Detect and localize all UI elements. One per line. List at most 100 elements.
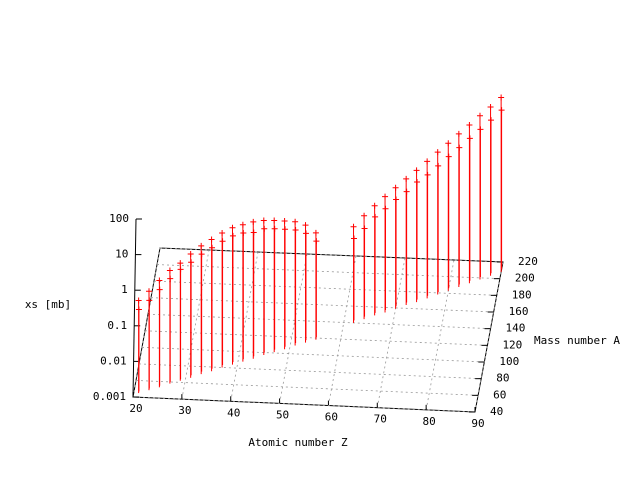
x-tick-label: 20: [129, 402, 142, 415]
x-axis-label: Atomic number Z: [248, 436, 348, 449]
point-marker: [371, 202, 378, 209]
point-marker: [466, 121, 473, 128]
point-marker: [302, 230, 309, 237]
y-tick-label: 60: [493, 388, 506, 401]
point-marker: [271, 217, 278, 224]
point-marker: [198, 242, 205, 249]
point-marker: [219, 238, 226, 245]
y-tick-label: 80: [496, 372, 509, 385]
point-marker: [198, 251, 205, 258]
point-marker: [209, 244, 216, 251]
y-tick-label: 40: [490, 405, 503, 418]
x-tick-label: 30: [178, 404, 191, 417]
z-tick-label: 0.001: [93, 390, 126, 403]
grid-line: [156, 264, 500, 280]
point-marker: [302, 222, 309, 229]
x-tick-label: 50: [276, 408, 289, 421]
grid-line: [328, 255, 357, 406]
point-marker: [350, 223, 357, 230]
point-marker: [413, 167, 420, 174]
point-marker: [424, 158, 431, 165]
z-tick-label: 0.1: [107, 319, 127, 332]
grid-line: [147, 313, 491, 330]
point-marker: [156, 277, 163, 284]
point-marker: [281, 218, 288, 225]
point-marker: [382, 205, 389, 212]
grid-line: [150, 297, 494, 313]
point-marker: [403, 188, 410, 195]
point-marker: [156, 286, 163, 293]
point-marker: [260, 217, 267, 224]
y-tick-label: 200: [515, 272, 535, 285]
grid-line: [376, 257, 406, 408]
grid-line: [138, 363, 482, 380]
grid-line: [132, 247, 161, 398]
point-marker: [229, 232, 236, 239]
z-axis: [132, 218, 137, 398]
point-marker: [282, 226, 289, 233]
y-tick-label: 160: [509, 305, 529, 318]
point-marker: [477, 126, 484, 133]
point-marker: [188, 259, 195, 266]
grid-line: [135, 380, 479, 396]
point-marker: [177, 266, 184, 273]
y-tick-label: 220: [518, 255, 538, 268]
z-tick-label: 0.01: [100, 354, 127, 367]
point-marker: [146, 288, 153, 295]
point-marker: [177, 260, 184, 267]
point-marker: [167, 275, 174, 282]
grid-line: [279, 253, 308, 404]
grid-line: [153, 280, 497, 296]
point-marker: [393, 196, 400, 203]
point-marker: [414, 179, 421, 186]
point-marker: [271, 225, 278, 232]
point-marker: [456, 144, 463, 151]
y-axis-label: Mass number A: [534, 334, 620, 347]
point-marker: [372, 213, 379, 220]
point-marker: [135, 297, 142, 304]
y-tick-label: 140: [506, 322, 526, 335]
x-tick-label: 40: [227, 406, 240, 419]
point-marker: [187, 251, 194, 258]
y-tick-label: 100: [499, 355, 519, 368]
point-marker: [313, 238, 320, 245]
point-marker: [466, 135, 473, 142]
point-marker: [445, 140, 452, 147]
z-tick-label: 100: [109, 212, 129, 225]
point-marker: [240, 230, 247, 237]
point-marker: [292, 218, 299, 225]
point-marker: [312, 229, 319, 236]
point-marker: [487, 104, 494, 111]
point-marker: [498, 107, 505, 114]
point-marker: [498, 94, 505, 101]
point-marker: [403, 175, 410, 182]
point-marker: [208, 236, 215, 243]
point-marker: [434, 149, 441, 156]
point-marker: [476, 112, 483, 119]
y-tick-label: 120: [502, 338, 522, 351]
z-tick-label: 1: [121, 283, 128, 296]
x-tick-label: 90: [471, 417, 484, 430]
point-marker: [146, 297, 153, 304]
point-marker: [229, 224, 236, 231]
point-marker: [292, 226, 299, 233]
point-marker: [350, 235, 357, 242]
point-marker: [239, 221, 246, 228]
point-marker: [488, 117, 495, 124]
point-marker: [250, 229, 257, 236]
point-marker: [382, 193, 389, 200]
point-marker: [219, 229, 226, 236]
z-axis-label: xs [mb]: [25, 298, 71, 311]
grid-line: [425, 259, 455, 410]
point-marker: [361, 225, 368, 232]
grid-line: [181, 249, 210, 400]
x-tick-label: 60: [325, 411, 338, 424]
x-tick-label: 70: [374, 413, 387, 426]
grid-line: [141, 346, 485, 363]
point-marker: [361, 212, 368, 219]
point-marker: [455, 130, 462, 137]
x-tick-label: 80: [423, 415, 436, 428]
point-marker: [135, 306, 142, 313]
